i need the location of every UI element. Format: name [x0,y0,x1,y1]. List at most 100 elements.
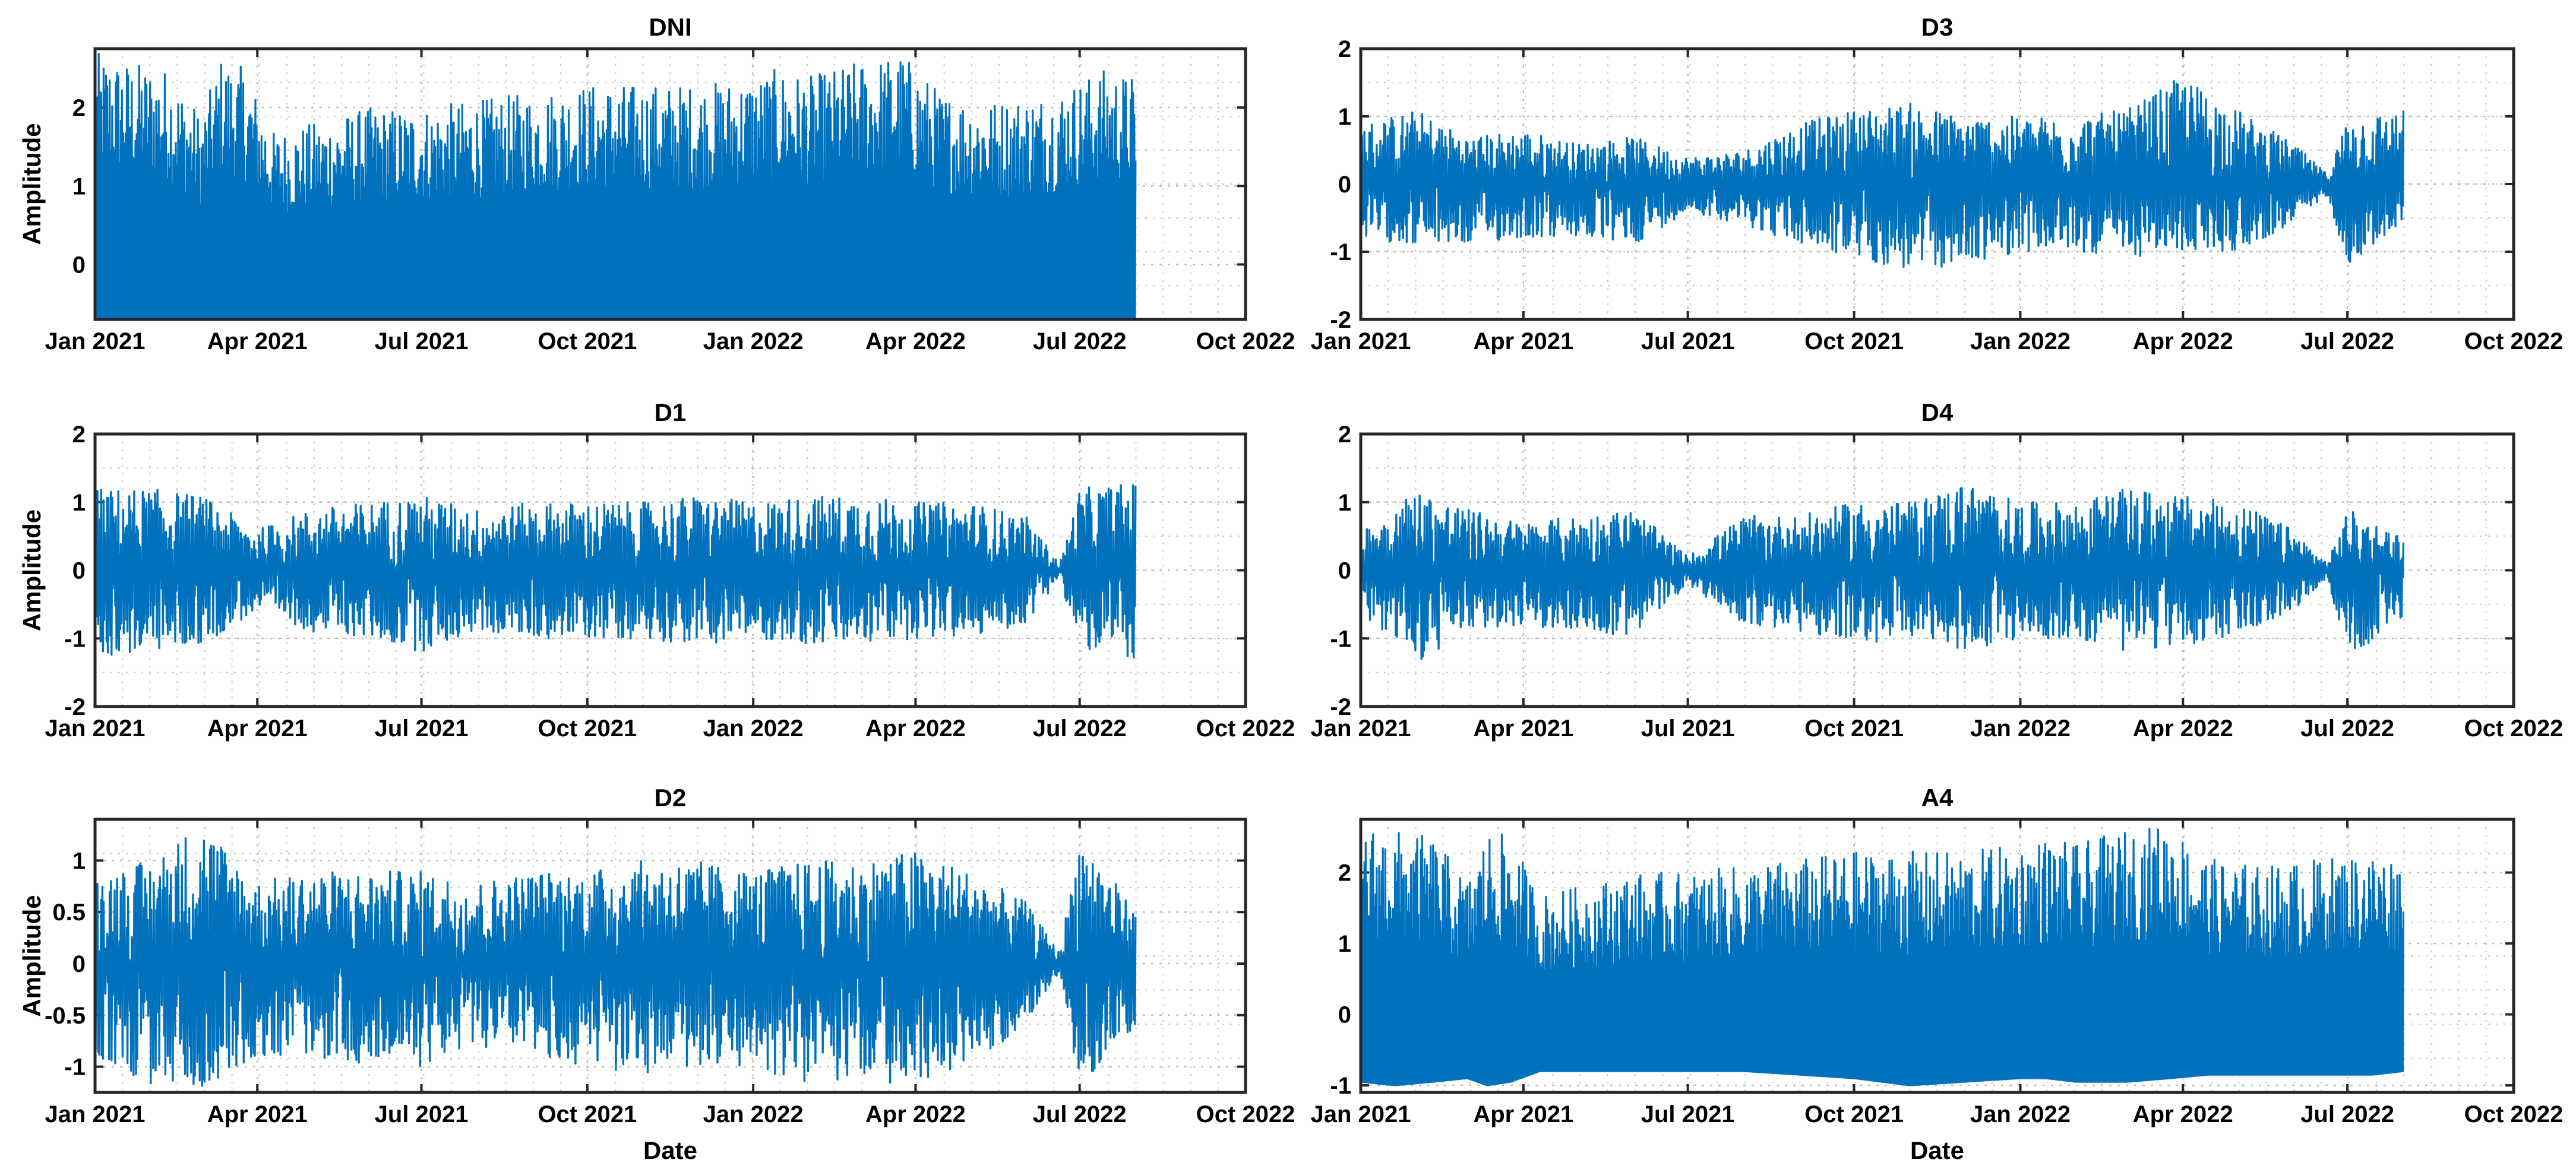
x-tick-label: Jul 2022 [1033,1101,1127,1127]
x-tick-label: Apr 2021 [1473,328,1573,354]
subplot-title: D4 [1921,398,1954,426]
axes-frame [93,47,1247,321]
x-tick-label: Jul 2022 [1033,715,1127,742]
x-tick-label: Jul 2022 [2300,715,2394,742]
y-tick-label: -2 [1330,694,1351,720]
y-tick-label: -1 [1330,1073,1351,1099]
x-tick-label: Oct 2021 [538,1101,637,1127]
x-tick-label: Jan 2021 [1310,1101,1411,1127]
subplot-title: DNI [649,13,691,41]
x-tick-label: Oct 2021 [1804,328,1904,354]
subplot-dni: Jan 2021 Apr 2021 Jul 2021 Oct 2021 Jan 2022… [18,13,1295,354]
x-tick-label: Apr 2021 [207,1101,308,1127]
y-axis-label: Amplitude [18,123,46,245]
y-tick-label: 1 [72,173,86,199]
x-tick-label: Apr 2021 [1473,1101,1573,1127]
y-tick-label: 1 [1338,931,1351,957]
x-tick-label: Jan 2022 [1970,715,2071,742]
x-tick-label: Jan 2021 [45,1101,145,1127]
y-tick-label: 0 [1338,172,1351,198]
x-axis-label: Date [1910,1136,1964,1164]
axes-frame [1359,47,2515,321]
subplot-d2: Jan 2021 Apr 2021 Jul 2021 Oct 2021 Jan 2022… [18,784,1295,1164]
x-tick-label: Jul 2021 [375,715,469,742]
y-tick-label: 0.5 [52,899,86,926]
subplot-d4: Jan 2021 Apr 2021 Jul 2021 Oct 2021 Jan 2022… [1310,398,2563,742]
y-tick-label: -0.5 [45,1003,86,1029]
x-tick-label: Apr 2022 [865,328,966,354]
x-tick-label: Apr 2022 [2133,1101,2233,1127]
y-tick-label: -1 [64,626,86,652]
x-tick-label: Apr 2022 [865,1101,966,1127]
series-line [1361,827,2404,1087]
x-tick-label: Jan 2021 [45,715,145,742]
y-tick-label: -1 [64,1054,86,1081]
axes-frame [1359,432,2515,708]
x-tick-label: Jul 2021 [375,1101,469,1127]
x-tick-label: Oct 2022 [2464,715,2564,742]
y-tick-label: 0 [72,252,86,278]
x-tick-label: Jan 2021 [1310,715,1411,742]
x-tick-label: Apr 2021 [207,328,308,354]
x-tick-label: Jul 2021 [1641,715,1735,742]
y-tick-label: 0 [72,951,86,977]
y-tick-label: 2 [1338,422,1351,448]
axes-frame [93,818,1247,1094]
subplot-title: A4 [1921,784,1954,812]
y-tick-label: 1 [72,848,86,874]
axes-frame [93,432,1247,708]
y-tick-label: -1 [1330,626,1351,652]
x-tick-label: Jan 2022 [703,328,804,354]
y-tick-label: -2 [1330,307,1351,333]
x-tick-label: Oct 2021 [1804,715,1904,742]
x-tick-label: Apr 2022 [2133,328,2233,354]
x-tick-label: Jan 2022 [1970,1101,2071,1127]
x-axis-label: Date [643,1136,697,1164]
y-tick-label: 0 [1338,1002,1351,1028]
y-axis-label: Amplitude [18,895,46,1016]
x-tick-label: Oct 2022 [2464,1101,2564,1127]
x-tick-label: Apr 2022 [2133,715,2233,742]
subplot-title: D3 [1921,13,1954,41]
x-tick-label: Apr 2021 [1473,715,1573,742]
x-tick-label: Oct 2021 [538,328,637,354]
x-tick-label: Oct 2021 [1804,1101,1904,1127]
x-tick-label: Apr 2021 [207,715,308,742]
y-tick-label: -1 [1330,239,1351,265]
x-tick-label: Jan 2021 [1310,328,1411,354]
subplot-title: D1 [655,398,687,426]
y-tick-label: 0 [72,558,86,584]
x-tick-label: Jul 2022 [1033,328,1127,354]
y-tick-label: 2 [1338,860,1351,886]
x-tick-label: Jul 2021 [375,328,469,354]
x-tick-label: Jan 2022 [1970,328,2071,354]
x-tick-label: Oct 2022 [2464,328,2564,354]
x-tick-label: Oct 2021 [538,715,637,742]
x-tick-label: Jan 2021 [45,328,145,354]
y-tick-label: 1 [1338,490,1351,516]
axes-frame [1359,818,2515,1094]
series-line [95,53,1137,319]
x-tick-label: Oct 2022 [1196,328,1295,354]
subplot-d1: Jan 2021 Apr 2021 Jul 2021 Oct 2021 Jan 2022… [18,398,1295,742]
series-line [1361,487,2405,660]
x-tick-label: Oct 2022 [1196,1101,1295,1127]
y-tick-label: 0 [1338,558,1351,584]
series-line [1361,80,2405,268]
y-axis-label: Amplitude [18,509,46,631]
y-tick-label: 1 [72,490,86,516]
subplot-a4: Jan 2021 Apr 2021 Jul 2021 Oct 2021 Jan 2022… [1310,784,2563,1164]
x-tick-label: Jul 2021 [1641,328,1735,354]
x-tick-label: Jul 2022 [2300,1101,2394,1127]
subplot-d3: Jan 2021 Apr 2021 Jul 2021 Oct 2021 Jan 2022… [1310,13,2563,354]
series-line [95,484,1137,659]
x-tick-label: Jul 2021 [1641,1101,1735,1127]
y-tick-label: 2 [72,422,86,448]
y-tick-label: 1 [1338,104,1351,130]
x-tick-label: Apr 2022 [865,715,966,742]
x-tick-label: Jan 2022 [703,1101,804,1127]
x-tick-label: Jul 2022 [2300,328,2394,354]
subplot-title: D2 [655,784,687,812]
y-tick-label: -2 [64,694,86,720]
